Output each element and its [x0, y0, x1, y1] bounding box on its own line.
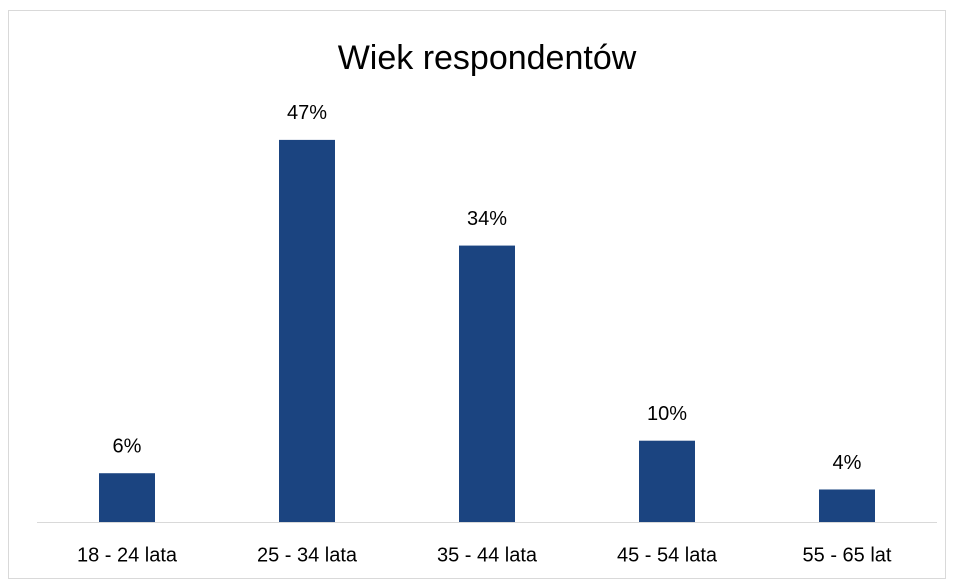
bar — [279, 139, 335, 522]
bar — [99, 473, 155, 522]
x-tick-label: 55 - 65 lat — [803, 544, 892, 566]
data-label: 34% — [467, 208, 507, 230]
data-label: 47% — [287, 102, 327, 124]
bar — [819, 489, 875, 522]
data-label: 10% — [647, 403, 687, 425]
x-tick-label: 25 - 34 lata — [257, 544, 358, 566]
chart-title: Wiek respondentów — [338, 39, 637, 77]
x-tick-label: 45 - 54 lata — [617, 544, 718, 566]
x-tick-label: 18 - 24 lata — [77, 544, 178, 566]
data-label: 4% — [833, 452, 862, 474]
x-tick-label: 35 - 44 lata — [437, 544, 538, 566]
data-label: 6% — [113, 436, 142, 458]
bar — [459, 245, 515, 522]
bar — [639, 440, 695, 522]
